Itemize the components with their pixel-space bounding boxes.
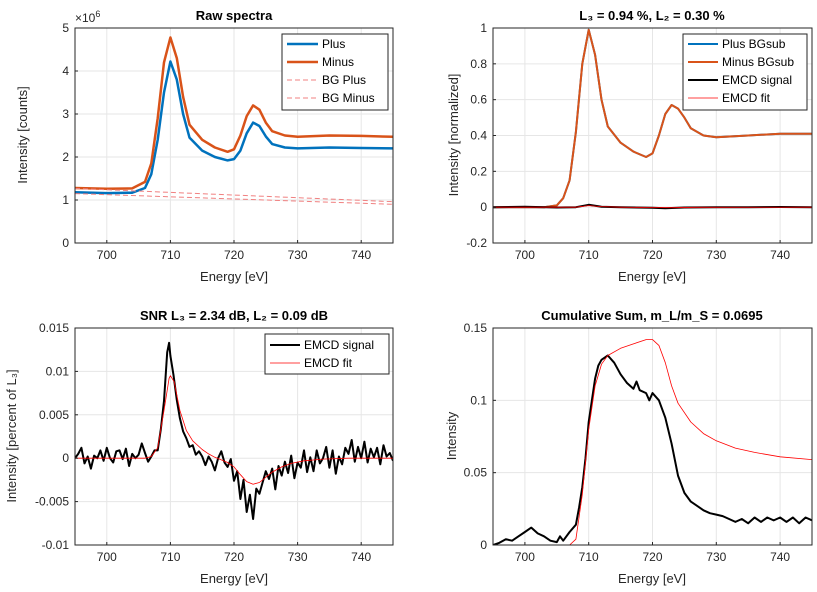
y-tick-label: 0.4 xyxy=(470,129,487,143)
legend-box xyxy=(281,33,389,111)
y-tick-label: 0.8 xyxy=(470,57,487,71)
x-tick-label: 720 xyxy=(642,550,662,564)
normalized-legend: Plus BGsub Minus BGsub EMCD signal EMCD … xyxy=(682,33,808,111)
y-tick-label: 0.2 xyxy=(470,164,487,178)
y-tick-label: 0 xyxy=(62,451,69,465)
y-tick-label: 2 xyxy=(62,150,69,164)
snr-ylabel: Intensity [percent of L₃] xyxy=(4,369,19,502)
y-tick-label: 0.05 xyxy=(464,466,488,480)
legend-label-bg-plus: BG Plus xyxy=(322,73,366,87)
y-tick-label: 0 xyxy=(480,200,487,214)
y-tick-label: 0.1 xyxy=(470,393,487,407)
legend-label-emcd-signal: EMCD signal xyxy=(722,73,792,87)
x-tick-label: 700 xyxy=(515,550,535,564)
y-tick-label: 0 xyxy=(480,538,487,552)
y-tick-label: 3 xyxy=(62,107,69,121)
normalized-title: L₃ = 0.94 %, L₂ = 0.30 % xyxy=(579,8,725,23)
y-tick-label: 4 xyxy=(62,64,69,78)
snr-xlabel: Energy [eV] xyxy=(200,571,268,586)
x-tick-label: 730 xyxy=(288,550,308,564)
series-line-emcd-signal xyxy=(75,341,393,520)
x-tick-label: 710 xyxy=(160,550,180,564)
raw-spectra-panel: 700 710 720 730 740 0 1 2 3 4 5 Raw spectra Energy… xyxy=(15,8,394,284)
normalized-ylabel: Intensity [normalized] xyxy=(446,74,461,197)
y-tick-label: 1 xyxy=(480,21,487,35)
raw-spectra-exponent: ×106 xyxy=(75,9,100,25)
y-tick-label: -0.2 xyxy=(466,236,487,250)
x-tick-label: 740 xyxy=(351,248,371,262)
series-line-cumulative-emcd-fit xyxy=(493,339,812,545)
y-tick-label: 0.15 xyxy=(464,321,488,335)
legend-box xyxy=(682,33,808,111)
legend-label-emcd-fit: EMCD fit xyxy=(304,356,353,370)
normalized-panel: 700 710 720 730 740 -0.2 0 0.2 0.4 0.6 0.8 1 L₃ = 0… xyxy=(446,8,813,284)
x-tick-label: 740 xyxy=(770,248,790,262)
y-tick-label: 5 xyxy=(62,21,69,35)
raw-spectra-xlabel: Energy [eV] xyxy=(200,269,268,284)
series-line-bg-plus xyxy=(75,193,393,205)
series-line-plus xyxy=(75,60,393,195)
normalized-xlabel: Energy [eV] xyxy=(618,269,686,284)
cumsum-ylabel: Intensity xyxy=(444,411,459,460)
x-tick-label: 700 xyxy=(97,550,117,564)
cumsum-xlabel: Energy [eV] xyxy=(618,571,686,586)
y-tick-label: 0.015 xyxy=(39,321,69,335)
y-tick-label: 0.01 xyxy=(46,364,70,378)
y-tick-label: -0.01 xyxy=(42,538,70,552)
legend-label-plus: Plus xyxy=(322,37,345,51)
x-tick-label: 700 xyxy=(515,248,535,262)
series-line-bg-minus xyxy=(75,187,393,203)
series-line-cumulative-emcd-signal xyxy=(493,354,812,545)
x-tick-label: 740 xyxy=(351,550,371,564)
cumsum-panel: 700 710 720 730 740 0 0.05 0.1 0.15 Cumulative S… xyxy=(444,308,813,586)
raw-spectra-ylabel: Intensity [counts] xyxy=(15,86,30,184)
snr-title: SNR L₃ = 2.34 dB, L₂ = 0.09 dB xyxy=(140,308,328,323)
legend-label-minus-bgsub: Minus BGsub xyxy=(722,55,794,69)
x-tick-label: 710 xyxy=(579,248,599,262)
series-line-emcd-fit xyxy=(75,375,393,485)
legend-box xyxy=(264,333,390,375)
x-tick-label: 700 xyxy=(97,248,117,262)
series-line-emcd-fit xyxy=(493,205,812,209)
x-tick-label: 740 xyxy=(770,550,790,564)
series-line-minus xyxy=(75,36,393,191)
raw-spectra-title: Raw spectra xyxy=(196,8,273,23)
x-tick-label: 710 xyxy=(579,550,599,564)
snr-panel: 700 710 720 730 740 -0.01 -0.005 0 0.005 0.01 0.01… xyxy=(4,308,394,586)
legend-label-bg-minus: BG Minus xyxy=(322,91,375,105)
cumsum-title: Cumulative Sum, m_L/m_S = 0.0695 xyxy=(541,308,762,323)
legend-label-minus: Minus xyxy=(322,55,354,69)
series-line-minus-bgsub xyxy=(493,28,812,209)
x-tick-label: 720 xyxy=(642,248,662,262)
legend-label-emcd-fit: EMCD fit xyxy=(722,91,771,105)
x-tick-label: 730 xyxy=(288,248,308,262)
raw-spectra-legend: Plus Minus BG Plus BG Minus xyxy=(281,33,389,111)
x-tick-label: 710 xyxy=(160,248,180,262)
snr-legend: EMCD signal EMCD fit xyxy=(264,333,390,375)
y-tick-label: 0.6 xyxy=(470,93,487,107)
x-tick-label: 720 xyxy=(224,248,244,262)
y-tick-label: 0.005 xyxy=(39,408,69,422)
x-tick-label: 730 xyxy=(706,248,726,262)
y-tick-label: 0 xyxy=(62,236,69,250)
y-tick-label: 1 xyxy=(62,193,69,207)
y-tick-label: -0.005 xyxy=(35,495,69,509)
x-tick-label: 730 xyxy=(706,550,726,564)
x-tick-label: 720 xyxy=(224,550,244,564)
legend-label-plus-bgsub: Plus BGsub xyxy=(722,37,786,51)
legend-label-emcd-signal: EMCD signal xyxy=(304,338,374,352)
